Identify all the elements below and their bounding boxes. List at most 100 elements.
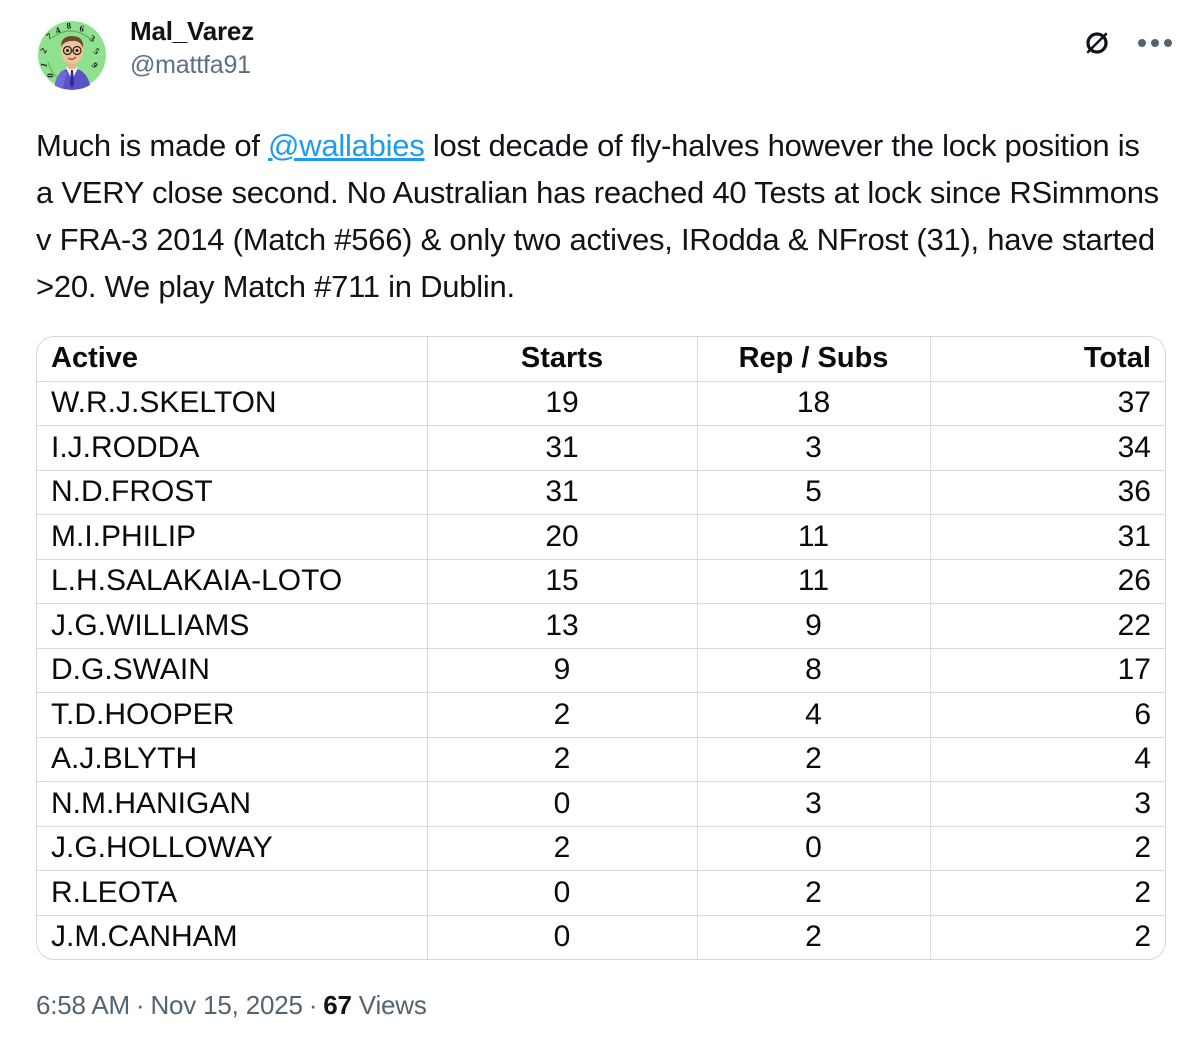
cell-starts: 2 <box>426 692 698 738</box>
views-label: Views <box>358 990 427 1020</box>
cell-total: 17 <box>929 647 1165 693</box>
column-header-active: Active <box>37 337 428 382</box>
grok-icon[interactable] <box>1082 28 1112 58</box>
cell-starts: 15 <box>426 558 698 604</box>
cell-total: 4 <box>929 736 1165 782</box>
views-count: 67 <box>323 990 352 1020</box>
cell-total: 6 <box>929 692 1165 738</box>
mention-link-wallabies[interactable]: @wallabies <box>268 128 425 163</box>
cell-rep-subs: 4 <box>696 692 931 738</box>
cell-total: 2 <box>929 825 1165 871</box>
stats-table: Active Starts Rep / Subs Total W.R.J.SKE… <box>37 337 1165 959</box>
svg-text:3: 3 <box>88 33 97 44</box>
cell-active: M.I.PHILIP <box>37 514 428 560</box>
tweet-text-pre: Much is made of <box>36 128 269 163</box>
cell-active: J.M.CANHAM <box>37 914 428 959</box>
cell-rep-subs: 18 <box>696 380 931 426</box>
cell-active: T.D.HOOPER <box>37 692 428 738</box>
cell-rep-subs: 3 <box>696 425 931 471</box>
table-row: J.G.HOLLOWAY 2 0 2 <box>37 825 1165 871</box>
cell-starts: 31 <box>426 425 698 471</box>
display-name[interactable]: Mal_Varez <box>130 16 254 46</box>
svg-text:1: 1 <box>38 61 49 68</box>
cell-total: 2 <box>929 914 1165 959</box>
cell-active: D.G.SWAIN <box>37 647 428 693</box>
cell-active: A.J.BLYTH <box>37 736 428 782</box>
tweet-text-post: lost decade of fly-halves however the lo… <box>36 128 1159 304</box>
dot <box>1138 39 1146 47</box>
more-options-icon[interactable] <box>1138 31 1172 55</box>
cell-total: 36 <box>929 469 1165 515</box>
column-header-starts: Starts <box>426 337 698 382</box>
table-row: W.R.J.SKELTON 19 18 37 <box>37 380 1165 426</box>
cell-rep-subs: 5 <box>696 469 931 515</box>
dot <box>1164 39 1172 47</box>
svg-text:5: 5 <box>92 46 102 57</box>
cell-active: J.G.WILLIAMS <box>37 603 428 649</box>
cell-active: W.R.J.SKELTON <box>37 380 428 426</box>
tweet-media-table[interactable]: Active Starts Rep / Subs Total W.R.J.SKE… <box>36 336 1166 960</box>
svg-text:0: 0 <box>45 72 55 78</box>
tweet-date: Nov 15, 2025 <box>150 990 303 1020</box>
cell-rep-subs: 11 <box>696 514 931 560</box>
cell-rep-subs: 0 <box>696 825 931 871</box>
cell-rep-subs: 2 <box>696 870 931 916</box>
svg-text:2: 2 <box>38 46 49 55</box>
table-row: N.D.FROST 31 5 36 <box>37 469 1165 515</box>
cell-active: J.G.HOLLOWAY <box>37 825 428 871</box>
avatar-image: 7 4 8 6 3 5 9 2 1 0 <box>36 18 108 90</box>
cell-total: 34 <box>929 425 1165 471</box>
cell-active: N.M.HANIGAN <box>37 781 428 827</box>
dot <box>1151 39 1159 47</box>
cell-total: 22 <box>929 603 1165 649</box>
cell-total: 3 <box>929 781 1165 827</box>
table-row: D.G.SWAIN 9 8 17 <box>37 647 1165 693</box>
tweet-metadata: 6:58 AM · Nov 15, 2025 · 67 Views <box>36 988 427 1022</box>
tweet-time: 6:58 AM <box>36 990 130 1020</box>
table-row: M.I.PHILIP 20 11 31 <box>37 514 1165 560</box>
cell-rep-subs: 3 <box>696 781 931 827</box>
table-row: N.M.HANIGAN 0 3 3 <box>37 781 1165 827</box>
cell-total: 31 <box>929 514 1165 560</box>
table-row: L.H.SALAKAIA-LOTO 15 11 26 <box>37 558 1165 604</box>
table-row: I.J.RODDA 31 3 34 <box>37 425 1165 471</box>
tweet-header: 7 4 8 6 3 5 9 2 1 0 <box>36 14 1178 102</box>
cell-starts: 19 <box>426 380 698 426</box>
cell-total: 26 <box>929 558 1165 604</box>
table-row: J.M.CANHAM 0 2 2 <box>37 914 1165 959</box>
cell-rep-subs: 9 <box>696 603 931 649</box>
cell-total: 37 <box>929 380 1165 426</box>
cell-starts: 9 <box>426 647 698 693</box>
separator-dot: · <box>308 990 318 1020</box>
user-handle[interactable]: @mattfa91 <box>130 51 251 79</box>
separator-dot: · <box>136 990 145 1020</box>
cell-active: R.LEOTA <box>37 870 428 916</box>
svg-text:6: 6 <box>79 23 86 34</box>
svg-text:9: 9 <box>89 60 100 70</box>
cell-starts: 2 <box>426 736 698 782</box>
cell-active: L.H.SALAKAIA-LOTO <box>37 558 428 604</box>
svg-text:7: 7 <box>44 31 54 42</box>
cell-starts: 31 <box>426 469 698 515</box>
cell-starts: 0 <box>426 914 698 959</box>
cell-starts: 20 <box>426 514 698 560</box>
svg-text:8: 8 <box>66 20 72 31</box>
cell-rep-subs: 2 <box>696 914 931 959</box>
column-header-rep-subs: Rep / Subs <box>696 337 931 382</box>
cell-starts: 0 <box>426 870 698 916</box>
grok-glyph <box>1086 32 1108 54</box>
column-header-total: Total <box>929 337 1165 382</box>
cell-active: I.J.RODDA <box>37 425 428 471</box>
cell-rep-subs: 11 <box>696 558 931 604</box>
header-actions <box>1082 28 1172 58</box>
table-row: J.G.WILLIAMS 13 9 22 <box>37 603 1165 649</box>
cell-starts: 0 <box>426 781 698 827</box>
identity-block: Mal_Varez @mattfa91 <box>130 14 254 81</box>
table-row: R.LEOTA 0 2 2 <box>37 870 1165 916</box>
cell-starts: 2 <box>426 825 698 871</box>
stats-table-body: W.R.J.SKELTON 19 18 37 I.J.RODDA 31 3 34 N.D.FRO… <box>37 380 1165 959</box>
cell-rep-subs: 8 <box>696 647 931 693</box>
cell-rep-subs: 2 <box>696 736 931 782</box>
avatar[interactable]: 7 4 8 6 3 5 9 2 1 0 <box>36 18 108 90</box>
